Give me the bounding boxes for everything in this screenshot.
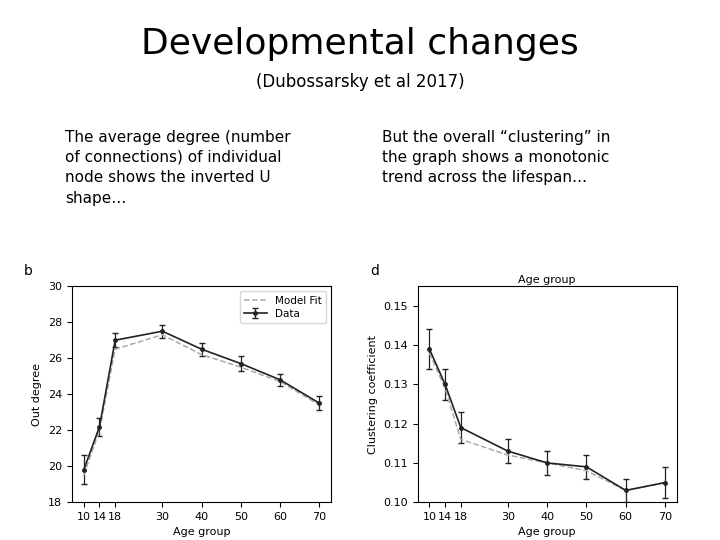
Text: b: b <box>24 264 33 278</box>
Text: (Dubossarsky et al 2017): (Dubossarsky et al 2017) <box>256 73 464 91</box>
Model Fit <box>197 352 206 358</box>
X-axis label: Age group: Age group <box>518 528 576 537</box>
Text: d: d <box>370 264 379 278</box>
Line: Model Fit: Model Fit <box>84 335 320 475</box>
Text: But the overall “clustering” in
the graph shows a monotonic
trend across the lif: But the overall “clustering” in the grap… <box>382 130 610 185</box>
Model Fit <box>79 472 88 478</box>
Model Fit <box>111 346 120 353</box>
Model Fit <box>237 364 246 370</box>
Text: Developmental changes: Developmental changes <box>141 27 579 61</box>
Text: The average degree (number
of connections) of individual
node shows the inverted: The average degree (number of connection… <box>65 130 290 206</box>
Y-axis label: Out degree: Out degree <box>32 363 42 426</box>
Model Fit <box>276 379 284 385</box>
Legend: Model Fit, Data: Model Fit, Data <box>240 292 326 323</box>
Model Fit <box>95 427 104 434</box>
X-axis label: Age group: Age group <box>173 528 230 537</box>
Title: Age group: Age group <box>518 275 576 286</box>
Y-axis label: Clustering coefficient: Clustering coefficient <box>368 335 377 454</box>
Model Fit <box>158 332 166 338</box>
Model Fit <box>315 402 324 408</box>
